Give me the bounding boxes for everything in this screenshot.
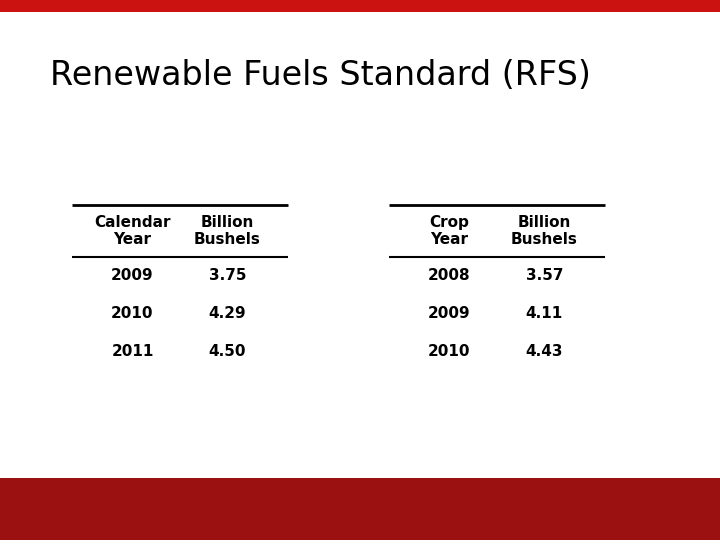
Text: Crop
Year: Crop Year: [429, 215, 469, 247]
Text: Calendar
Year: Calendar Year: [94, 215, 171, 247]
Text: 2011: 2011: [112, 343, 153, 359]
Text: 4.43: 4.43: [526, 343, 563, 359]
Text: 2009: 2009: [111, 268, 154, 283]
Text: 2009: 2009: [428, 306, 471, 321]
Text: Billion
Bushels: Billion Bushels: [511, 215, 577, 247]
Text: 2008: 2008: [428, 268, 471, 283]
Text: 4.11: 4.11: [526, 306, 563, 321]
Text: 2010: 2010: [428, 343, 471, 359]
Text: Iowa State University: Iowa State University: [29, 487, 245, 504]
Text: 2010: 2010: [111, 306, 154, 321]
Text: 3.57: 3.57: [526, 268, 563, 283]
Text: 3.75: 3.75: [209, 268, 246, 283]
Text: Billion
Bushels: Billion Bushels: [194, 215, 261, 247]
Text: Renewable Fuels Standard (RFS): Renewable Fuels Standard (RFS): [50, 59, 591, 92]
Text: Department of Economics: Department of Economics: [29, 516, 194, 529]
Text: 4.29: 4.29: [209, 306, 246, 321]
Text: 4.50: 4.50: [209, 343, 246, 359]
